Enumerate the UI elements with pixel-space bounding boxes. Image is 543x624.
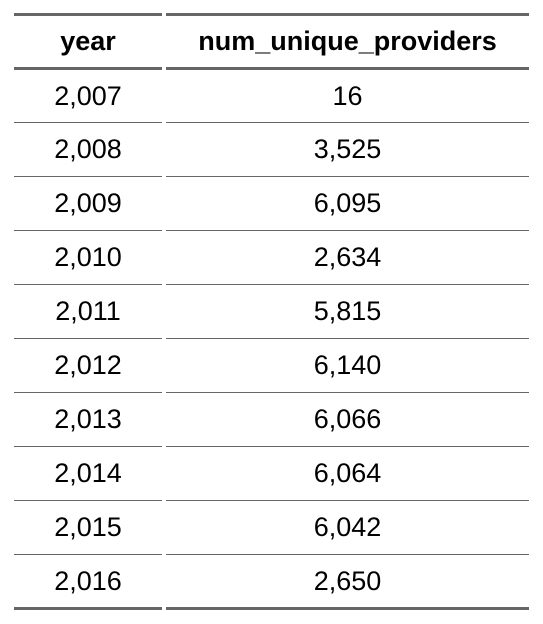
cell-num-unique-providers: 16 xyxy=(164,68,529,123)
table-row: 2,015 6,042 xyxy=(14,500,529,555)
column-header-num-unique-providers: num_unique_providers xyxy=(164,13,529,70)
cell-year: 2,011 xyxy=(14,284,166,339)
cell-num-unique-providers: 6,140 xyxy=(164,338,529,393)
cell-year: 2,015 xyxy=(14,500,166,555)
table-row: 2,007 16 xyxy=(14,68,529,123)
table-row: 2,014 6,064 xyxy=(14,446,529,501)
table-row: 2,013 6,066 xyxy=(14,392,529,447)
table-row: 2,009 6,095 xyxy=(14,176,529,231)
table-row: 2,010 2,634 xyxy=(14,230,529,285)
cell-year: 2,014 xyxy=(14,446,166,501)
data-table: year num_unique_providers 2,007 16 2,008… xyxy=(14,13,529,610)
table-row: 2,012 6,140 xyxy=(14,338,529,393)
cell-num-unique-providers: 6,042 xyxy=(164,500,529,555)
table-row: 2,011 5,815 xyxy=(14,284,529,339)
cell-year: 2,012 xyxy=(14,338,166,393)
cell-num-unique-providers: 2,634 xyxy=(164,230,529,285)
cell-num-unique-providers: 3,525 xyxy=(164,122,529,177)
cell-year: 2,008 xyxy=(14,122,166,177)
cell-year: 2,007 xyxy=(14,68,166,123)
cell-year: 2,010 xyxy=(14,230,166,285)
cell-num-unique-providers: 5,815 xyxy=(164,284,529,339)
column-header-year: year xyxy=(14,13,166,70)
data-table-container: year num_unique_providers 2,007 16 2,008… xyxy=(14,13,529,610)
table-row: 2,016 2,650 xyxy=(14,554,529,610)
table-row: 2,008 3,525 xyxy=(14,122,529,177)
cell-num-unique-providers: 2,650 xyxy=(164,554,529,610)
cell-year: 2,013 xyxy=(14,392,166,447)
cell-num-unique-providers: 6,066 xyxy=(164,392,529,447)
table-header-row: year num_unique_providers xyxy=(14,13,529,70)
cell-year: 2,009 xyxy=(14,176,166,231)
cell-num-unique-providers: 6,064 xyxy=(164,446,529,501)
cell-year: 2,016 xyxy=(14,554,166,610)
cell-num-unique-providers: 6,095 xyxy=(164,176,529,231)
